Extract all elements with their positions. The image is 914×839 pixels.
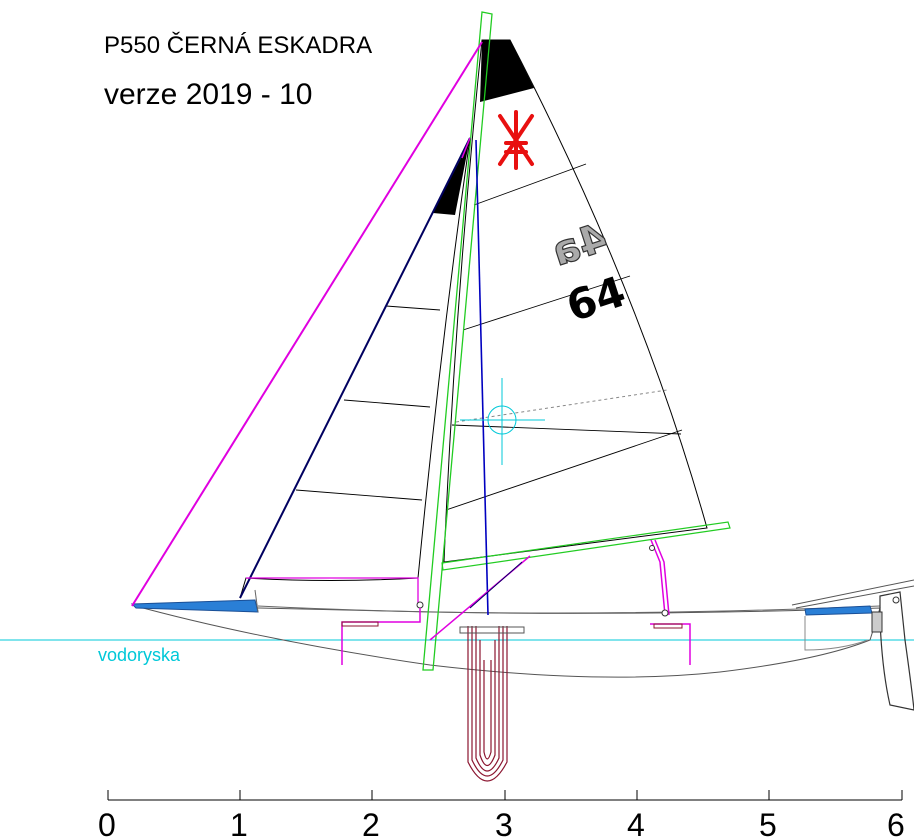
jib-head <box>433 138 470 215</box>
drawing-title: P550 ČERNÁ ESKADRA <box>104 32 373 59</box>
ruler-tick-3: 3 <box>495 807 513 839</box>
ruler-tick-5: 5 <box>759 807 777 839</box>
sail-emblem <box>498 110 534 170</box>
forestay <box>131 41 483 607</box>
ruler-tick-4: 4 <box>627 807 645 839</box>
waterline-label: vodoryska <box>98 645 181 665</box>
scale-ruler <box>107 790 903 801</box>
ruler-tick-2: 2 <box>362 807 380 839</box>
jib-luff <box>239 137 471 599</box>
ruler-tick-1: 1 <box>230 807 248 839</box>
drawing-version: verze 2019 - 10 <box>104 78 313 111</box>
ruler-labels: 0 1 2 3 4 5 6 <box>98 807 905 839</box>
rudder <box>879 591 914 711</box>
centre-of-effort <box>460 378 545 465</box>
ruler-tick-0: 0 <box>98 807 116 839</box>
ruler-tick-6: 6 <box>887 807 905 839</box>
mast <box>422 11 493 671</box>
deck-line <box>257 605 881 614</box>
centreboard <box>467 626 508 782</box>
shroud <box>475 139 489 616</box>
stern-deck <box>804 605 873 616</box>
mainsail-headboard <box>480 40 534 102</box>
hull-outline <box>131 604 881 678</box>
